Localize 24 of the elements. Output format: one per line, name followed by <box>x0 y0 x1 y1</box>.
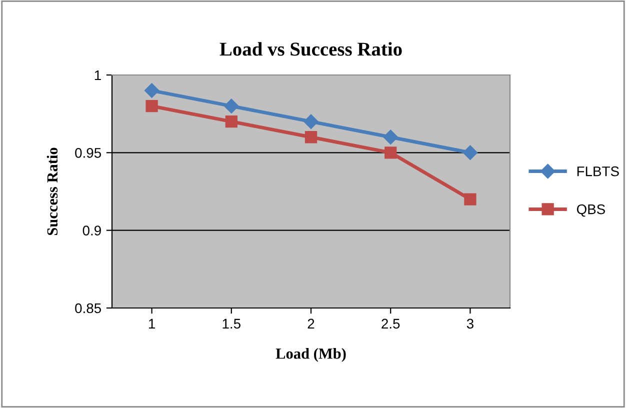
chart-title: Load vs Success Ratio <box>220 42 402 56</box>
point <box>304 131 318 144</box>
point <box>304 114 318 129</box>
x-tick-label: 2.5 <box>382 318 400 329</box>
point <box>144 83 160 98</box>
y-axis-title: Success Ratio <box>46 148 58 236</box>
point <box>464 193 476 206</box>
x-axis-title: Load (Mb) <box>276 348 346 362</box>
y-tick-label: 0.9 <box>82 226 101 236</box>
y-tick-label: 1 <box>94 70 101 80</box>
x-tick-label: 2 <box>308 318 314 328</box>
point <box>384 146 397 159</box>
x-tick-label: 1.5 <box>222 318 240 329</box>
legend-label: FLBTS <box>577 166 619 176</box>
point <box>146 100 158 112</box>
point <box>225 116 238 128</box>
y-tick-label: 0.85 <box>75 303 102 314</box>
point <box>462 145 478 160</box>
x-tick-label: 1 <box>148 318 155 328</box>
x-tick-label: 3 <box>466 318 474 329</box>
legend-label: QBS <box>576 204 605 217</box>
point <box>383 130 398 145</box>
y-tick-label: 0.95 <box>75 148 102 158</box>
point <box>224 98 239 114</box>
